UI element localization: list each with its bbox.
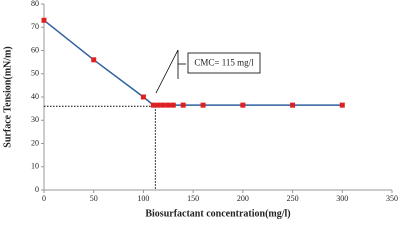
y-tick-label: 0 — [35, 185, 39, 194]
callout-line — [155, 49, 179, 94]
x-tick-label: 350 — [386, 194, 398, 203]
marker — [140, 94, 146, 100]
marker — [155, 102, 161, 108]
marker — [290, 102, 296, 108]
y-tick-label: 40 — [31, 92, 39, 101]
x-tick-label: 0 — [42, 194, 46, 203]
marker — [160, 102, 166, 108]
y-tick-label: 30 — [31, 115, 39, 124]
callout — [155, 49, 261, 94]
marker — [41, 17, 47, 23]
x-tick-label: 100 — [137, 194, 149, 203]
y-tick-label: 70 — [31, 22, 39, 31]
x-tick-label: 250 — [287, 194, 299, 203]
x-tick-label: 50 — [90, 194, 98, 203]
annotation: CMC= 115 mg/l — [194, 58, 254, 68]
marker — [170, 102, 176, 108]
annotation-box — [187, 52, 261, 74]
y-tick-label: 10 — [31, 162, 39, 171]
y-tick-label: 60 — [31, 45, 39, 54]
x-tick-label: 300 — [336, 194, 348, 203]
x-tick-label: 200 — [237, 194, 249, 203]
marker — [339, 102, 345, 108]
y-tick-label: 20 — [31, 138, 39, 147]
marker — [91, 57, 97, 63]
marker — [200, 102, 206, 108]
y-axis-title: Surface Tension(mN/m) — [2, 46, 13, 147]
marker — [180, 102, 186, 108]
marker — [240, 102, 246, 108]
marker — [150, 102, 156, 108]
x-tick-label: 150 — [187, 194, 199, 203]
y-tick-label: 50 — [31, 69, 39, 78]
y-tick-label: 80 — [31, 0, 39, 8]
chart: Surface Tension(mN/m) Biosurfactant conc… — [2, 0, 398, 219]
x-axis-title: Biosurfactant concentration(mg/l) — [145, 208, 290, 219]
marker — [165, 102, 171, 108]
